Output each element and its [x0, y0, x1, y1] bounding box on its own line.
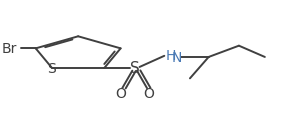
Text: O: O — [115, 86, 126, 100]
Text: S: S — [48, 61, 56, 75]
Text: H: H — [166, 48, 176, 62]
Text: N: N — [172, 51, 182, 64]
Text: Br: Br — [2, 42, 18, 56]
Text: O: O — [143, 86, 154, 100]
Text: S: S — [130, 61, 140, 76]
